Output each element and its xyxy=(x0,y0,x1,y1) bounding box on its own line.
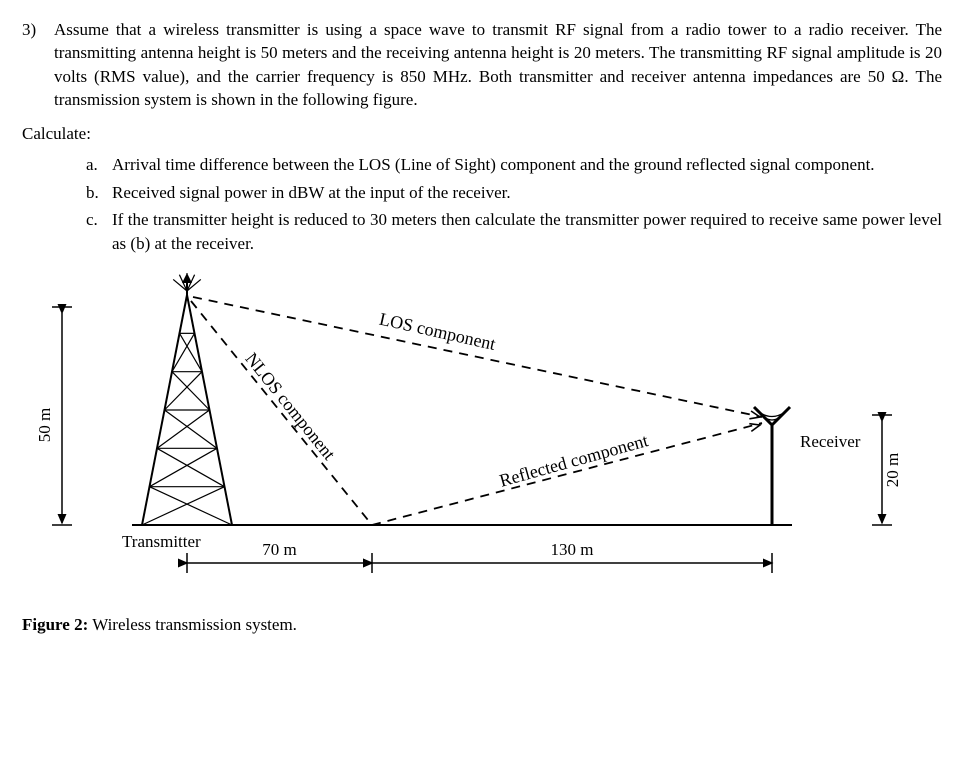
subpart-letter: a. xyxy=(86,153,112,176)
svg-text:LOS component: LOS component xyxy=(378,309,498,354)
subpart-text: If the transmitter height is reduced to … xyxy=(112,208,942,255)
figure-caption-label: Figure 2: xyxy=(22,615,88,634)
subpart-text: Arrival time difference between the LOS … xyxy=(112,153,942,176)
transmission-diagram: 50 m LOS component NLOS component Reflected… xyxy=(32,265,932,605)
svg-text:20 m: 20 m xyxy=(883,453,902,487)
svg-text:Receiver: Receiver xyxy=(800,432,861,451)
subpart-c: c. If the transmitter height is reduced … xyxy=(86,208,942,255)
svg-text:NLOS component: NLOS component xyxy=(241,349,339,464)
svg-text:50 m: 50 m xyxy=(35,408,54,442)
svg-text:70 m: 70 m xyxy=(262,540,296,559)
subparts-list: a. Arrival time difference between the L… xyxy=(86,153,942,255)
question-number: 3) xyxy=(22,18,54,41)
figure-caption: Figure 2: Wireless transmission system. xyxy=(22,613,942,636)
svg-text:130 m: 130 m xyxy=(551,540,594,559)
subpart-letter: c. xyxy=(86,208,112,231)
calculate-heading: Calculate: xyxy=(22,122,942,145)
subpart-letter: b. xyxy=(86,181,112,204)
subpart-b: b. Received signal power in dBW at the i… xyxy=(86,181,942,204)
subpart-text: Received signal power in dBW at the inpu… xyxy=(112,181,942,204)
figure-2: 50 m LOS component NLOS component Reflected… xyxy=(32,265,942,605)
subpart-a: a. Arrival time difference between the L… xyxy=(86,153,942,176)
question-block: 3) Assume that a wireless transmitter is… xyxy=(22,18,942,112)
question-text: Assume that a wireless transmitter is us… xyxy=(54,18,942,112)
figure-caption-text: Wireless transmission system. xyxy=(88,615,297,634)
svg-text:Reflected component: Reflected component xyxy=(497,430,650,491)
svg-text:Transmitter: Transmitter xyxy=(122,532,201,551)
